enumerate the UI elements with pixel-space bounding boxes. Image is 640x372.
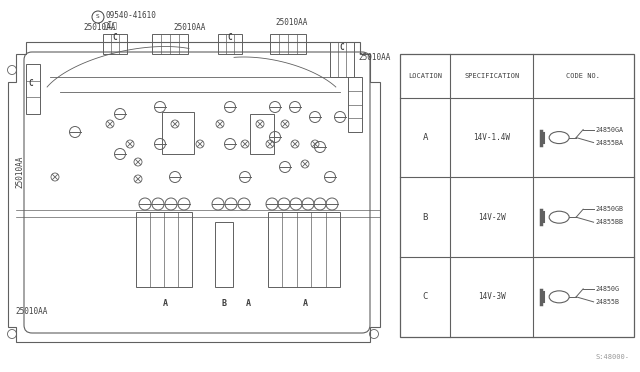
Text: 〈I〉: 〈I〉 — [104, 20, 118, 29]
Text: LOCATION: LOCATION — [408, 73, 442, 79]
Text: 25010AA: 25010AA — [15, 308, 47, 317]
Bar — [162, 112, 194, 154]
Text: 24850G: 24850G — [596, 286, 620, 292]
Text: C: C — [113, 33, 117, 42]
Text: S:48000-: S:48000- — [596, 354, 630, 360]
Text: C: C — [422, 292, 428, 301]
Bar — [330, 42, 354, 77]
Text: 09540-41610: 09540-41610 — [106, 12, 157, 20]
Text: S: S — [96, 15, 100, 19]
Text: 14V-2W: 14V-2W — [478, 213, 506, 222]
Bar — [400, 54, 634, 337]
Bar — [103, 34, 127, 54]
Text: 25010AA: 25010AA — [174, 23, 206, 32]
Text: 24855B: 24855B — [596, 299, 620, 305]
Bar — [136, 212, 192, 287]
Text: C: C — [28, 80, 33, 89]
Text: A: A — [163, 299, 168, 308]
Bar — [270, 34, 306, 54]
Bar — [348, 77, 362, 132]
Text: 24855BB: 24855BB — [596, 219, 623, 225]
Bar — [26, 64, 40, 114]
Text: B: B — [422, 213, 428, 222]
Bar — [268, 212, 340, 287]
Text: 14V-1.4W: 14V-1.4W — [473, 133, 510, 142]
Bar — [218, 34, 242, 54]
Text: C: C — [228, 33, 232, 42]
Text: SPECIFICATION: SPECIFICATION — [464, 73, 519, 79]
Text: 14V-3W: 14V-3W — [478, 292, 506, 301]
Bar — [215, 222, 233, 287]
Text: B: B — [221, 299, 227, 308]
Text: 24855BA: 24855BA — [596, 140, 623, 145]
Text: 24850GB: 24850GB — [596, 206, 623, 212]
Text: 24850GA: 24850GA — [596, 126, 623, 132]
Bar — [250, 114, 274, 154]
Text: 25010AA: 25010AA — [276, 18, 308, 27]
Text: A: A — [246, 299, 250, 308]
Bar — [152, 34, 188, 54]
Text: CODE NO.: CODE NO. — [566, 73, 600, 79]
Text: A: A — [422, 133, 428, 142]
Text: A: A — [303, 299, 307, 308]
Text: 25010AA: 25010AA — [358, 52, 390, 61]
Text: 25010AA: 25010AA — [15, 156, 24, 188]
Text: 25010AA: 25010AA — [84, 23, 116, 32]
Text: C: C — [340, 43, 344, 52]
